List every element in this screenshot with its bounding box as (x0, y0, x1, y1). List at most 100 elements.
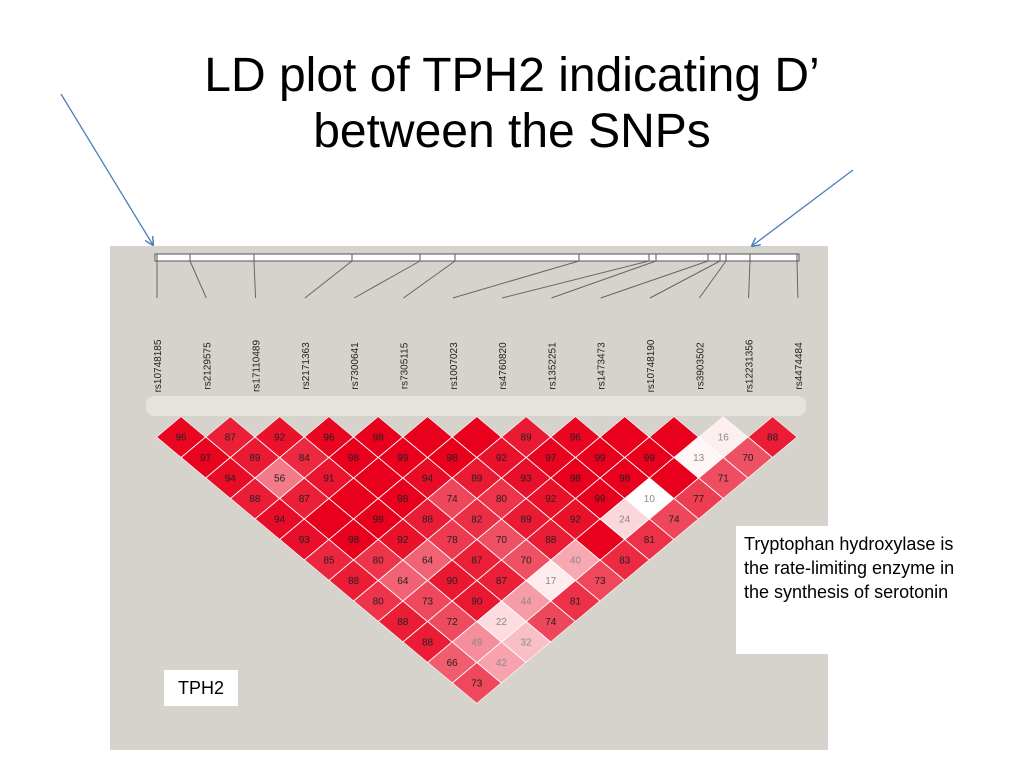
ld-cell (353, 539, 403, 581)
ld-cell (550, 539, 601, 581)
snp-label: rs7300641 (350, 342, 361, 390)
ld-cell (698, 457, 749, 499)
ld-cell (328, 559, 379, 602)
ld-value: 88 (397, 617, 409, 628)
ld-value: 98 (397, 494, 409, 505)
ld-cell (624, 518, 675, 561)
ld-cell (378, 559, 428, 602)
snp-labels: rs10748185 rs2129575 rs17110489 rs2171363 rs… (153, 339, 805, 392)
ld-cell (427, 436, 477, 479)
ld-value: 96 (175, 433, 187, 444)
ld-value: 98 (619, 474, 631, 485)
ld-value: 98 (373, 433, 385, 444)
ld-value: 98 (348, 535, 360, 546)
snp-label: rs10748190 (646, 339, 657, 392)
ld-cell (402, 457, 453, 499)
ld-value: 99 (397, 453, 409, 464)
ld-cell (550, 580, 601, 622)
ld-cell (427, 559, 477, 602)
ld-value: 88 (767, 433, 779, 444)
ld-value: 81 (570, 597, 582, 608)
ld-cell (476, 436, 527, 479)
ld-cell (599, 416, 650, 458)
ld-value: 88 (249, 494, 261, 505)
ld-cell (328, 477, 379, 520)
ld-value: 80 (373, 597, 385, 608)
ld-cell (427, 600, 477, 643)
ld-cell (525, 518, 576, 561)
ld-cell (427, 477, 477, 520)
ld-cell (624, 477, 675, 520)
snp-label: rs4760820 (498, 342, 509, 390)
ld-cell (501, 416, 551, 458)
ld-cell (476, 477, 527, 520)
ld-value: 93 (521, 474, 533, 485)
ld-cell (427, 518, 477, 561)
ld-value: 73 (594, 576, 606, 587)
ld-cell (476, 559, 527, 602)
snp-connector (649, 260, 721, 299)
ld-cell (698, 416, 749, 458)
ld-value: 74 (545, 617, 557, 628)
ld-cell (575, 436, 625, 479)
snp-connector (796, 260, 799, 299)
ld-cell (353, 457, 403, 499)
ld-value: 87 (225, 433, 237, 444)
ld-cell (180, 436, 231, 479)
ld-value: 17 (545, 576, 557, 587)
ld-value: 92 (570, 515, 582, 526)
snp-label: rs2129575 (202, 342, 213, 390)
ld-cell (550, 416, 601, 458)
ld-value: 88 (422, 515, 434, 526)
ld-value: 89 (521, 433, 533, 444)
ld-cell (378, 600, 428, 643)
ld-value: 83 (619, 556, 631, 567)
ld-value: 87 (471, 556, 483, 567)
ld-value: 96 (323, 433, 335, 444)
ld-cell (402, 580, 453, 622)
snp-connector (403, 260, 456, 299)
snp-label: rs4474484 (794, 342, 805, 390)
ld-value: 84 (299, 453, 311, 464)
ld-value: 32 (521, 638, 533, 649)
ld-value: 78 (447, 535, 459, 546)
ld-cell (353, 416, 403, 458)
ld-value: 22 (496, 617, 508, 628)
ld-cell (452, 539, 502, 581)
gene-label: TPH2 (164, 670, 238, 706)
ld-value: 92 (397, 535, 409, 546)
ld-value: 40 (570, 556, 582, 567)
snp-label: rs7305115 (400, 342, 411, 389)
snp-connector (304, 260, 353, 299)
ld-cell (427, 641, 477, 684)
ld-cell (328, 436, 379, 479)
snp-connector (698, 260, 727, 299)
ld-value: 70 (521, 556, 533, 567)
ld-cell (649, 457, 699, 499)
ld-value: 90 (471, 597, 483, 608)
ld-value: 73 (422, 597, 434, 608)
ld-cell (279, 436, 330, 479)
ld-cell (279, 518, 330, 561)
ld-cell (156, 416, 206, 458)
ld-cell (550, 498, 601, 540)
ld-value: 99 (594, 494, 606, 505)
ld-value: 88 (545, 535, 557, 546)
ld-cell (402, 539, 453, 581)
ld-cell (279, 477, 330, 520)
ld-value: 99 (594, 453, 606, 464)
ld-value: 73 (471, 679, 483, 690)
ld-value: 16 (718, 433, 730, 444)
ld-value: 81 (644, 535, 656, 546)
ld-cell (599, 498, 650, 540)
ld-cell (230, 477, 280, 520)
ld-value: 64 (422, 556, 434, 567)
ld-cell (575, 518, 625, 561)
snp-label: rs1473473 (597, 342, 608, 390)
ld-cell (304, 498, 354, 540)
ld-value: 87 (496, 576, 508, 587)
ld-cell (649, 416, 699, 458)
ld-cell (673, 436, 724, 479)
ld-value: 87 (299, 494, 311, 505)
ld-cell (747, 416, 798, 458)
